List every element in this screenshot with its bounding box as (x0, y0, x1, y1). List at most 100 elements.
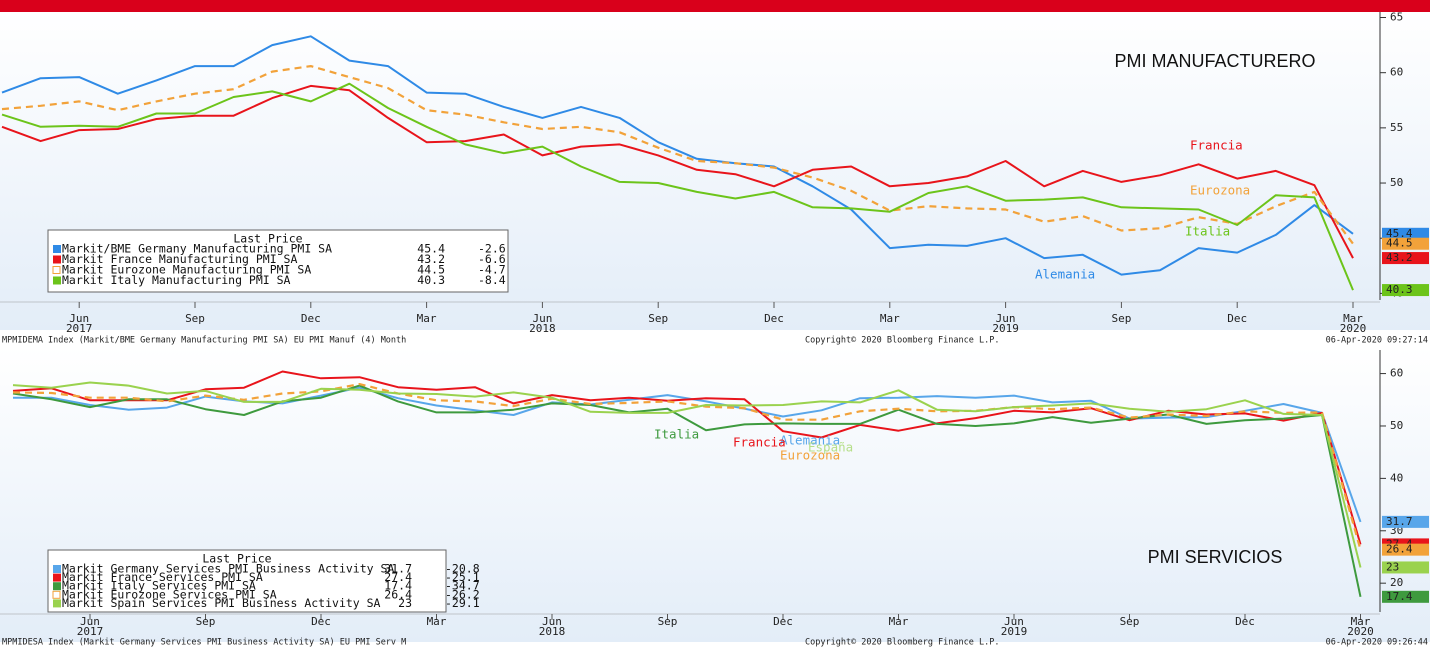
x-tick-label: Jun (80, 615, 100, 628)
x-tick-label: Sep (1111, 312, 1131, 325)
x-tick-label: Dec (764, 312, 784, 325)
x-tick-label: Mar (889, 615, 909, 628)
x-year-label: 2020 (1347, 625, 1374, 638)
last-value-tag (1382, 237, 1429, 250)
legend-change: -25.1 (445, 570, 480, 584)
legend-label: Markit Italy Manufacturing PMI SA (62, 273, 291, 287)
y-tick-label: 20 (1390, 576, 1403, 589)
x-tick-label: Dec (1227, 312, 1247, 325)
legend-marker (52, 266, 61, 274)
last-value-tag (1382, 515, 1429, 528)
annotation: Francia (1190, 138, 1243, 153)
legend-last-price: 40.3 (417, 273, 445, 287)
x-tick-label: Mar (1343, 312, 1363, 325)
y-tick-label: 55 (1390, 121, 1403, 134)
last-value-tag (1382, 252, 1429, 265)
legend-label: Markit Italy Services PMI SA (62, 579, 256, 593)
annotation: Eurozona (780, 448, 840, 463)
x-tick-label: Dec (773, 615, 793, 628)
legend-marker (53, 255, 61, 264)
footer-timestamp: 06-Apr-2020 09:26:44 (1326, 638, 1428, 648)
x-tick-label: Sep (1120, 615, 1140, 628)
last-value-tag-label: 40.3 (1386, 283, 1413, 296)
legend-change: -4.7 (478, 263, 506, 277)
y-tick-label: 65 (1390, 11, 1403, 24)
legend-box (47, 229, 509, 293)
x-year-label: 2020 (1340, 322, 1367, 335)
last-value-tag-label: 17.4 (1386, 590, 1413, 603)
last-value-tag (1382, 590, 1429, 603)
legend-marker (52, 590, 61, 599)
annotation: Italia (1185, 224, 1230, 239)
legend-last-price: 26.4 (384, 587, 412, 601)
legend-last-price: 44.5 (417, 263, 445, 277)
x-tick-label: Jun (542, 615, 562, 628)
annotation: Francia (733, 435, 786, 450)
legend-last-price: 45.4 (417, 242, 445, 256)
legend-change: -29.1 (445, 596, 480, 610)
annotation: Italia (654, 427, 699, 442)
series-line (1, 84, 1354, 259)
last-value-tag (1382, 227, 1429, 240)
legend-label: Markit Eurozone Services PMI SA (62, 587, 277, 601)
footer-timestamp: 06-Apr-2020 09:27:14 (1326, 336, 1428, 346)
legend-title: Last Price (202, 552, 271, 566)
y-tick-label: 50 (1390, 176, 1403, 189)
x-tick-label: Jun (1004, 615, 1024, 628)
x-year-label: 2017 (66, 322, 93, 335)
y-tick-label: 40 (1390, 471, 1403, 484)
legend-marker (53, 599, 61, 608)
last-value-tag (1382, 561, 1429, 574)
legend-label: Markit France Services PMI SA (62, 570, 263, 584)
footer-copyright: Copyright© 2020 Bloomberg Finance L.P. (805, 336, 999, 346)
footer-copyright: Copyright© 2020 Bloomberg Finance L.P. (805, 638, 999, 648)
legend-marker (53, 276, 61, 285)
series-line (12, 383, 1362, 550)
x-tick-label: Mar (427, 615, 447, 628)
legend-marker (53, 573, 61, 582)
legend-change: -20.8 (445, 562, 480, 576)
legend-last-price: 31.7 (384, 562, 412, 576)
x-tick-label: Sep (648, 312, 668, 325)
series-line (1, 35, 1354, 276)
x-year-label: 2019 (992, 322, 1019, 335)
legend-last-price: 17.4 (384, 579, 412, 593)
legend-change: -34.7 (445, 579, 480, 593)
legend-label: Markit Spain Services PMI Business Activ… (62, 596, 381, 610)
legend-marker (53, 245, 61, 253)
legend-label: Markit France Manufacturing PMI SA (62, 252, 297, 266)
last-value-tag-label: 23 (1386, 560, 1399, 573)
x-year-label: 2018 (529, 322, 556, 335)
last-value-tag-label: 43.2 (1386, 251, 1413, 264)
x-tick-label: Sep (658, 615, 678, 628)
legend-last-price: 43.2 (417, 252, 445, 266)
series-line (1, 65, 1354, 245)
footer-source: MPMIDESA Index (Markit Germany Services … (2, 638, 406, 648)
x-tick-label: Mar (1351, 615, 1371, 628)
x-tick-label: Dec (311, 615, 331, 628)
legend-label: Markit Germany Services PMI Business Act… (62, 562, 394, 576)
annotation: Eurozona (1190, 183, 1250, 198)
legend-change: -26.2 (445, 587, 480, 601)
x-tick-label: Jun (532, 312, 552, 325)
legend-last-price: 23 (398, 596, 412, 610)
last-value-tag-label: 44.5 (1386, 237, 1413, 250)
last-value-tag (1382, 543, 1429, 556)
legend-change: -6.6 (478, 252, 506, 266)
last-value-tag (1382, 284, 1429, 297)
footer-source: MPMIDEMA Index (Markit/BME Germany Manuf… (2, 336, 406, 346)
x-tick-label: Mar (880, 312, 900, 325)
chart-title: PMI SERVICIOS (1148, 547, 1283, 567)
chart-title: PMI MANUFACTURERO (1114, 51, 1315, 71)
x-tick-label: Dec (301, 312, 321, 325)
y-tick-label: 50 (1390, 419, 1403, 432)
y-tick-label: 60 (1390, 367, 1403, 380)
last-value-tag-label: 26.4 (1386, 543, 1413, 556)
legend-label: Markit Eurozone Manufacturing PMI SA (62, 263, 311, 277)
x-tick-label: Jun (69, 312, 89, 325)
legend-title: Last Price (233, 232, 302, 246)
top-banner (0, 0, 1430, 12)
x-tick-label: Sep (185, 312, 205, 325)
x-tick-label: Dec (1235, 615, 1255, 628)
